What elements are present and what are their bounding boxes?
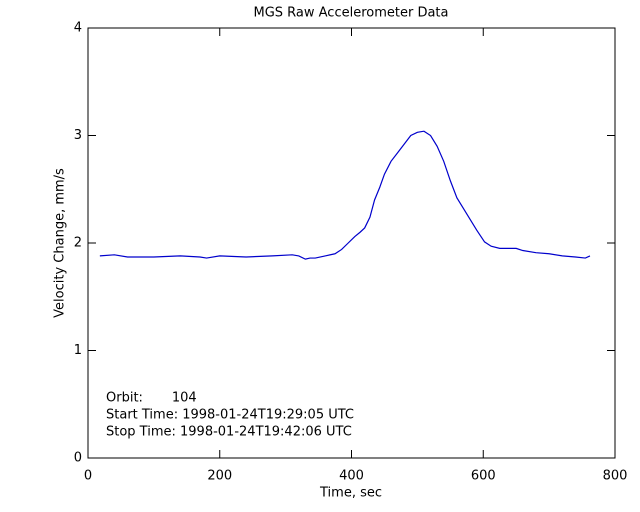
x-tick-label: 200 bbox=[207, 469, 232, 484]
x-tick-label: 600 bbox=[471, 469, 496, 484]
data-line bbox=[99, 130, 591, 260]
y-tick-label: 4 bbox=[74, 21, 82, 36]
x-tick-label: 400 bbox=[339, 469, 364, 484]
y-axis-label: Velocity Change, mm/s bbox=[53, 168, 68, 318]
x-axis-label: Time, sec bbox=[319, 486, 382, 501]
y-tick-label: 0 bbox=[74, 451, 82, 466]
annotation: Orbit: 104 bbox=[106, 391, 197, 406]
x-tick-label: 800 bbox=[603, 469, 628, 484]
y-tick-label: 3 bbox=[74, 128, 82, 143]
chart-title: MGS Raw Accelerometer Data bbox=[253, 6, 448, 21]
y-tick-label: 1 bbox=[74, 343, 82, 358]
annotation: Start Time: 1998-01-24T19:29:05 UTC bbox=[106, 408, 354, 423]
x-tick-label: 0 bbox=[84, 469, 92, 484]
y-tick-label: 2 bbox=[74, 236, 82, 251]
annotation: Stop Time: 1998-01-24T19:42:06 UTC bbox=[106, 425, 352, 440]
